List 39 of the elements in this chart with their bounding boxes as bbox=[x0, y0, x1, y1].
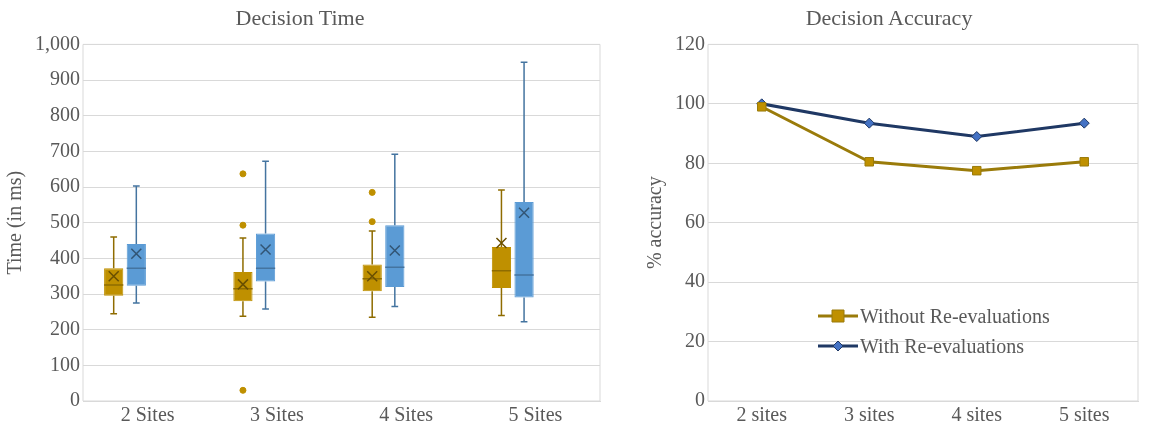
y-tick-label: 120 bbox=[675, 31, 705, 54]
chart-title: Decision Accuracy bbox=[805, 4, 973, 30]
y-tick-label: 80 bbox=[685, 150, 705, 173]
y-tick-label: 800 bbox=[50, 102, 80, 125]
y-tick-label: 40 bbox=[685, 269, 705, 292]
y-tick-label: 0 bbox=[70, 388, 80, 411]
x-tick-label: 5 Sites bbox=[508, 403, 563, 426]
y-tick-label: 700 bbox=[50, 138, 80, 161]
y-tick-label: 100 bbox=[50, 352, 80, 375]
x-tick-label: 3 Sites bbox=[249, 403, 305, 426]
legend-label: Without Re-evaluations bbox=[860, 304, 1050, 329]
y-tick-label: 60 bbox=[685, 209, 705, 232]
y-tick-label: 500 bbox=[50, 209, 80, 232]
y-tick-label: 300 bbox=[50, 281, 80, 304]
point bbox=[971, 131, 983, 143]
x-tick-label: 4 sites bbox=[951, 403, 1003, 426]
y-tick-label: 1,000 bbox=[35, 31, 80, 54]
point bbox=[863, 117, 875, 129]
y-tick-label: 0 bbox=[695, 388, 705, 411]
x-tick-label: 5 sites bbox=[1058, 403, 1110, 426]
point bbox=[1079, 157, 1089, 167]
x-tick-label: 2 Sites bbox=[120, 403, 175, 426]
point bbox=[1078, 117, 1090, 129]
y-axis-title: Time (in ms) bbox=[3, 170, 27, 275]
y-tick-label: 100 bbox=[675, 91, 705, 114]
y-tick-label: 200 bbox=[50, 316, 80, 339]
point bbox=[864, 157, 874, 167]
y-axis-title: % accuracy bbox=[643, 176, 667, 270]
point bbox=[757, 102, 767, 112]
x-tick-label: 4 Sites bbox=[379, 403, 434, 426]
chart-title: Decision Time bbox=[235, 4, 365, 30]
point bbox=[972, 165, 982, 176]
y-tick-label: 400 bbox=[50, 245, 80, 268]
x-tick-label: 3 sites bbox=[843, 403, 895, 426]
y-tick-label: 20 bbox=[685, 328, 705, 351]
y-tick-label: 900 bbox=[50, 67, 80, 90]
legend-label: With Re-evaluations bbox=[860, 334, 1025, 359]
x-tick-label: 2 sites bbox=[736, 403, 788, 426]
y-tick-label: 600 bbox=[50, 174, 80, 197]
